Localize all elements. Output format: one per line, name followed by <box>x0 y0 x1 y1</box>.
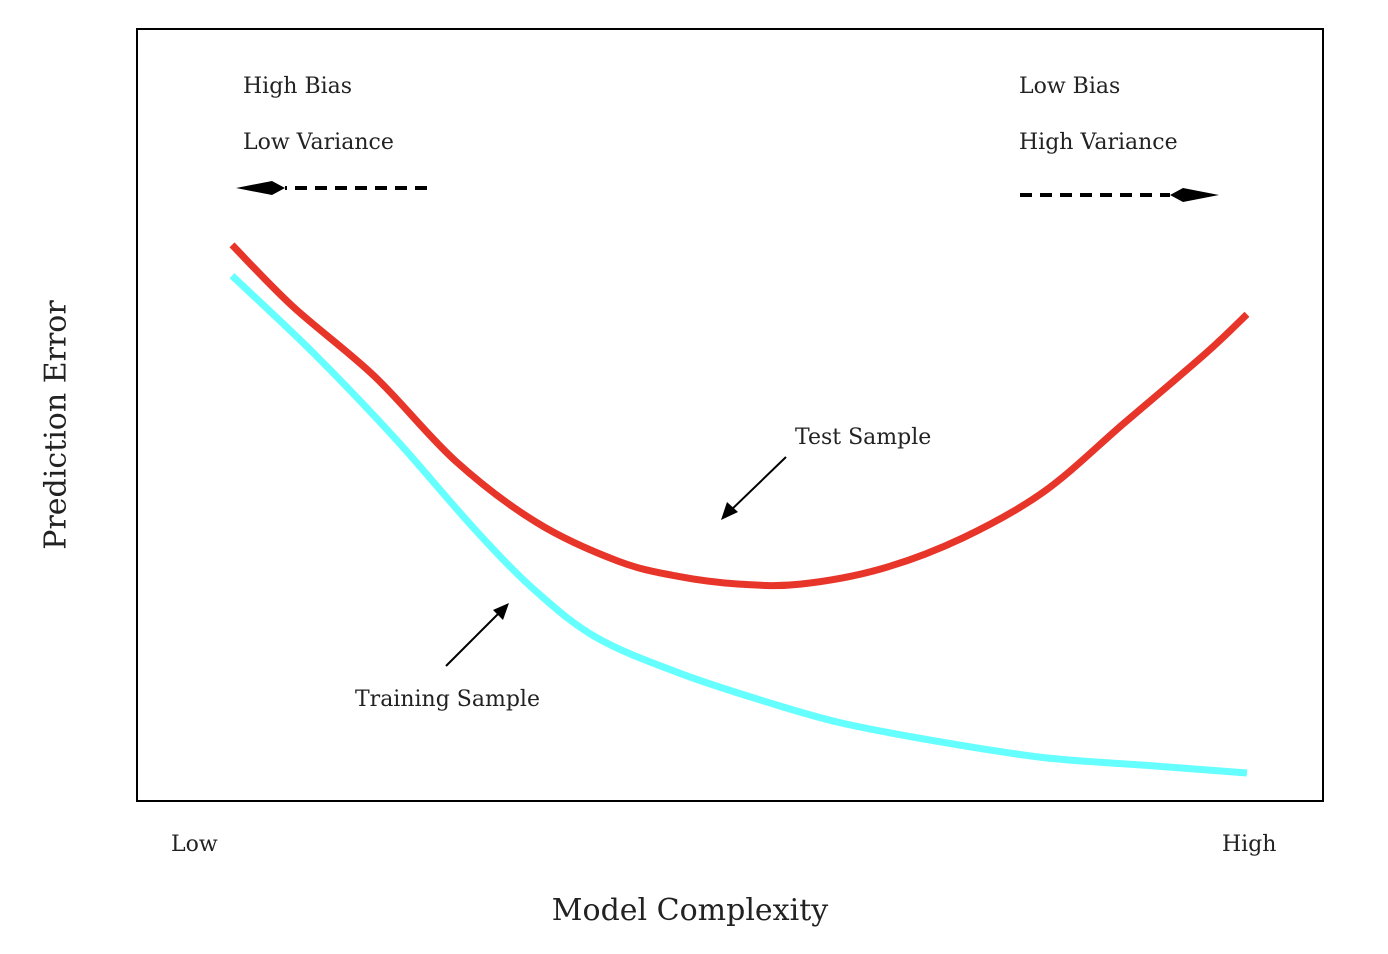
y-axis-title: Prediction Error <box>38 300 74 550</box>
x-axis-title: Model Complexity <box>551 893 829 928</box>
training-sample-label: Training Sample <box>355 687 540 712</box>
series-line-training-sample <box>229 273 1248 777</box>
test-callout-line <box>727 456 787 514</box>
annotation-high-variance: High Variance <box>1019 130 1178 155</box>
annotation-low-variance: Low Variance <box>243 130 394 155</box>
series-layer <box>229 242 1250 777</box>
train-callout-line <box>445 609 503 667</box>
x-tick-high: High <box>1222 832 1277 857</box>
right-arrow-head <box>1170 188 1219 202</box>
test-sample-label: Test Sample <box>795 425 932 450</box>
test-callout-head <box>721 502 738 520</box>
x-tick-low: Low <box>171 832 218 857</box>
train-callout-head <box>493 603 509 620</box>
series-line-test-sample <box>229 242 1250 590</box>
annotation-low-bias: Low Bias <box>1019 74 1121 99</box>
annotation-high-bias: High Bias <box>243 74 353 99</box>
plot-frame <box>136 28 1324 802</box>
left-arrow-head <box>236 181 285 195</box>
